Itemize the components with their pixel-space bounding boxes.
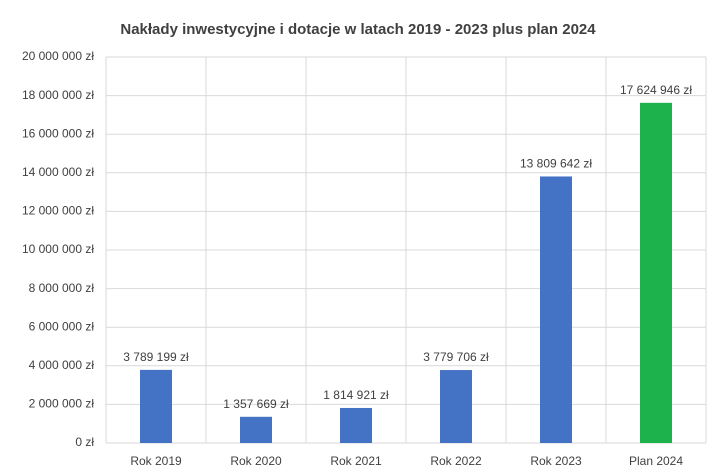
y-tick-label: 20 000 000 zł	[22, 49, 94, 63]
data-label: 1 357 669 zł	[223, 397, 289, 411]
bar	[340, 407, 372, 443]
data-label: 3 779 706 zł	[423, 350, 489, 364]
y-tick-label: 10 000 000 zł	[22, 242, 94, 256]
y-tick-label: 12 000 000 zł	[22, 204, 94, 218]
chart-title: Nakłady inwestycyjne i dotacje w latach …	[120, 21, 596, 38]
x-tick-label: Rok 2021	[330, 454, 382, 468]
x-tick-label: Plan 2024	[629, 454, 683, 468]
bar	[540, 176, 572, 443]
y-tick-label: 16 000 000 zł	[22, 126, 94, 140]
bar	[440, 370, 472, 443]
x-tick-label: Rok 2019	[130, 454, 182, 468]
bar	[640, 102, 672, 444]
x-tick-label: Rok 2022	[430, 454, 482, 468]
data-label: 13 809 642 zł	[520, 157, 592, 171]
y-tick-label: 0 zł	[75, 435, 94, 449]
data-label: 17 624 946 zł	[620, 83, 692, 97]
bar	[140, 369, 172, 443]
y-tick-label: 2 000 000 zł	[29, 397, 95, 411]
y-tick-label: 6 000 000 zł	[29, 319, 95, 333]
y-tick-label: 8 000 000 zł	[29, 281, 95, 295]
data-label: 3 789 199 zł	[123, 350, 189, 364]
y-tick-label: 18 000 000 zł	[22, 88, 94, 102]
data-label: 1 814 921 zł	[323, 388, 389, 402]
bar	[240, 416, 272, 443]
x-tick-label: Rok 2020	[230, 454, 282, 468]
y-tick-label: 4 000 000 zł	[29, 358, 95, 372]
y-tick-label: 14 000 000 zł	[22, 165, 94, 179]
x-tick-label: Rok 2023	[530, 454, 582, 468]
